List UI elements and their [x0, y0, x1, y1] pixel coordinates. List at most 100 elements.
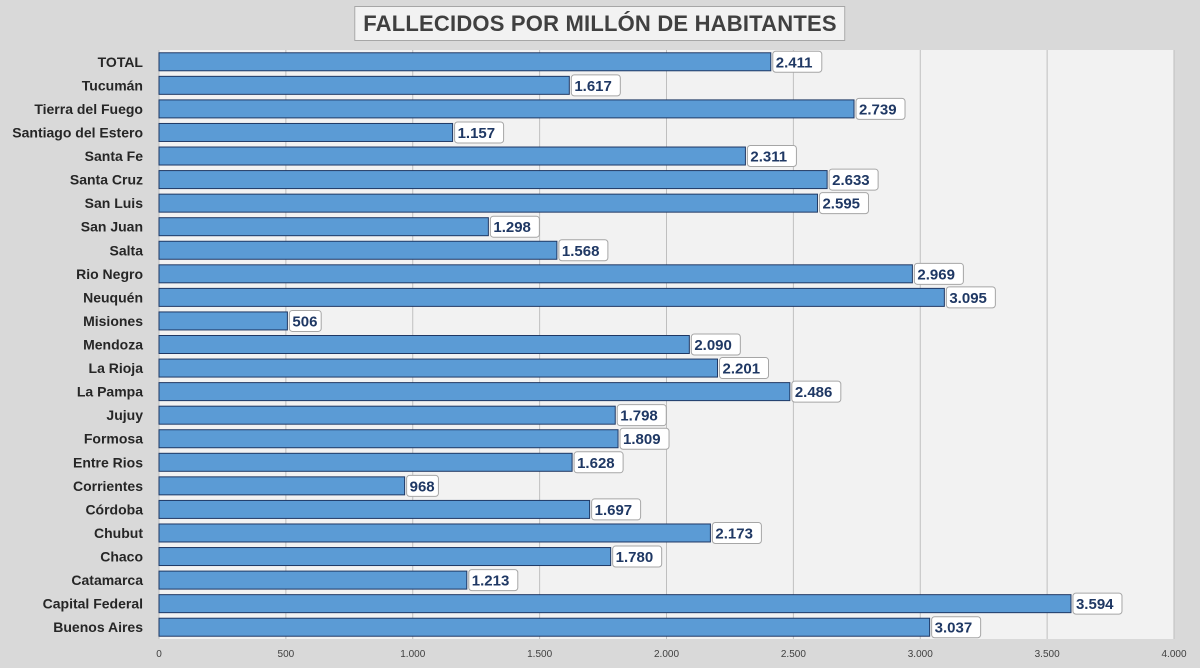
data-label: 2.969 [917, 266, 955, 283]
x-tick-label: 0 [156, 649, 162, 660]
data-label-box [619, 427, 670, 450]
bar [158, 240, 558, 260]
category-label: Catamarca [71, 572, 143, 588]
bar [158, 476, 406, 496]
data-label: 1.157 [458, 125, 496, 142]
category-label: Buenos Aires [53, 619, 143, 635]
bar [158, 382, 791, 402]
bar [158, 146, 746, 166]
data-label: 2.090 [694, 337, 732, 354]
data-label: 2.311 [750, 149, 787, 166]
data-label-box [828, 168, 879, 191]
data-label-box [616, 404, 667, 427]
data-label-box [945, 286, 996, 309]
x-tick-label: 500 [278, 649, 295, 660]
data-label-box [591, 498, 642, 521]
data-label-box [558, 239, 609, 262]
data-label-box [719, 357, 770, 380]
category-label: Corrientes [73, 478, 143, 494]
data-label-box [570, 74, 621, 97]
category-label: Santa Fe [85, 148, 144, 164]
data-label: 1.798 [620, 408, 658, 425]
category-label: Córdoba [85, 501, 143, 517]
data-label-box [406, 474, 439, 497]
data-label-box [855, 97, 906, 120]
data-label: 2.201 [723, 361, 761, 378]
data-label: 1.697 [595, 502, 633, 519]
data-label: 2.739 [859, 101, 897, 118]
category-label: La Pampa [77, 384, 143, 400]
category-label: TOTAL [98, 54, 144, 70]
data-label: 2.173 [715, 525, 753, 542]
bar [158, 405, 616, 425]
category-label: Chaco [100, 549, 143, 565]
data-label: 1.809 [623, 431, 661, 448]
category-label: Tucumán [82, 77, 143, 93]
data-label: 1.780 [616, 549, 654, 566]
category-label: Entre Rios [73, 454, 143, 470]
x-tick-label: 3.500 [1035, 649, 1060, 660]
bar [158, 335, 690, 354]
data-label-box [931, 616, 982, 639]
category-label: Santa Cruz [70, 172, 143, 188]
bar [158, 358, 719, 378]
data-label-box [573, 451, 624, 474]
data-label-box [791, 380, 842, 403]
data-label: 2.486 [795, 384, 833, 401]
category-label: Mendoza [83, 337, 143, 353]
data-label: 1.298 [493, 219, 531, 236]
data-label: 3.037 [935, 620, 973, 637]
category-label: Misiones [83, 313, 143, 329]
data-label-box [612, 545, 663, 568]
bar [158, 217, 489, 237]
x-tick-label: 1.500 [527, 649, 552, 660]
x-tick-label: 2.000 [654, 649, 679, 660]
data-label: 1.213 [472, 573, 510, 590]
bar [158, 570, 468, 590]
bar [158, 52, 772, 72]
x-tick-label: 3.000 [908, 649, 933, 660]
data-label: 2.595 [822, 196, 860, 213]
bar [158, 287, 945, 307]
data-label: 2.411 [776, 54, 813, 71]
bar [158, 594, 1072, 614]
data-label: 506 [292, 313, 317, 330]
x-tick-label: 1.000 [400, 649, 425, 660]
category-label: Tierra del Fuego [34, 101, 143, 117]
bar [158, 429, 619, 449]
category-label: Chubut [94, 525, 143, 541]
data-label-box [772, 50, 823, 73]
bar [158, 75, 570, 95]
data-label: 3.594 [1076, 596, 1114, 613]
category-label: San Juan [81, 219, 143, 235]
category-label: Santiago del Estero [12, 124, 143, 140]
chart-title: FALLECIDOS POR MILLÓN DE HABITANTES [354, 6, 846, 41]
data-label: 2.633 [832, 172, 870, 189]
category-label: Salta [110, 242, 144, 258]
category-label: Rio Negro [76, 266, 143, 282]
data-label-box [468, 569, 519, 592]
bar [158, 311, 288, 331]
data-label-box [288, 309, 322, 332]
bar [158, 617, 931, 637]
category-label: Neuquén [83, 289, 143, 305]
data-label-box [711, 521, 762, 544]
data-label-box [489, 215, 540, 238]
bar [158, 170, 828, 190]
data-label-box [1072, 592, 1123, 615]
data-label-box [913, 262, 964, 285]
bar [158, 193, 818, 213]
data-label: 1.628 [577, 455, 615, 472]
data-label: 3.095 [949, 290, 987, 307]
category-label: Formosa [84, 431, 143, 447]
data-label-box [454, 121, 505, 144]
data-label: 968 [410, 478, 435, 495]
data-label-box [690, 333, 741, 356]
bar [158, 122, 454, 142]
data-label-box [746, 145, 797, 168]
category-label: Jujuy [106, 407, 143, 423]
data-label: 1.568 [562, 243, 600, 260]
data-label-box [818, 192, 869, 215]
bar [158, 523, 711, 543]
data-label: 1.617 [574, 78, 612, 95]
